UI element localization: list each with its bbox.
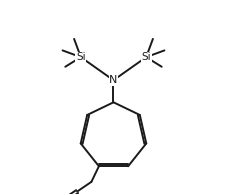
- Text: Si: Si: [141, 52, 151, 62]
- Text: N: N: [109, 75, 118, 85]
- Text: Si: Si: [76, 52, 86, 62]
